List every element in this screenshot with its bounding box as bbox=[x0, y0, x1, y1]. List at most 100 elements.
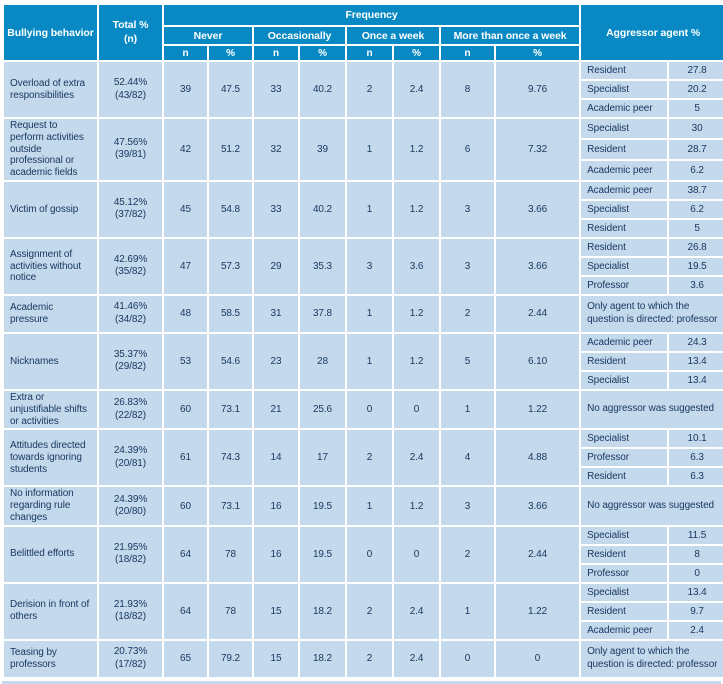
agent-name-cell: Academic peer bbox=[579, 619, 670, 641]
agent-value-cell: 6.2 bbox=[667, 158, 723, 182]
agent-value-cell: 6.2 bbox=[667, 198, 723, 220]
more-week-pct-cell: 1.22 bbox=[493, 388, 582, 431]
never-n-cell: 64 bbox=[162, 581, 209, 641]
agent-value-cell: 27.8 bbox=[667, 60, 723, 81]
once-week-n-cell: 1 bbox=[345, 485, 394, 527]
col-header-once-a-week: Once a week bbox=[345, 25, 441, 46]
more-week-pct-cell: 9.76 bbox=[493, 60, 582, 119]
bullying-frequency-table: Bullying behavior Total % (n) Frequency … bbox=[2, 3, 723, 679]
never-n-cell: 65 bbox=[162, 638, 209, 679]
occasionally-n-cell: 16 bbox=[252, 485, 300, 527]
occasionally-pct-cell: 37.8 bbox=[298, 293, 347, 334]
once-week-n-cell: 0 bbox=[345, 388, 394, 431]
occasionally-pct-cell: 40.2 bbox=[298, 60, 347, 119]
behavior-cell: Derision in front of others bbox=[2, 581, 99, 641]
aggressor-note-cell: Only agent to which the question is dire… bbox=[579, 638, 723, 679]
total-cell: 47.56% (39/81) bbox=[97, 117, 164, 182]
total-cell: 24.39% (20/80) bbox=[97, 485, 164, 527]
occasionally-n-cell: 29 bbox=[252, 236, 300, 296]
once-week-pct-cell: 1.2 bbox=[392, 179, 441, 239]
once-week-n-cell: 1 bbox=[345, 179, 394, 239]
agent-name-cell: Resident bbox=[579, 543, 670, 565]
aggressor-note-cell: Only agent to which the question is dire… bbox=[579, 293, 723, 334]
total-cell: 41.46% (34/82) bbox=[97, 293, 164, 334]
occasionally-pct-cell: 25.6 bbox=[298, 388, 347, 431]
total-cell: 26.83% (22/82) bbox=[97, 388, 164, 431]
more-week-n-cell: 8 bbox=[439, 60, 496, 119]
occasionally-n-cell: 14 bbox=[252, 428, 300, 488]
col-header-more-than-once-a-week: More than once a week bbox=[438, 25, 582, 46]
agent-value-cell: 13.4 bbox=[667, 581, 723, 603]
once-week-n-cell: 2 bbox=[345, 60, 394, 119]
more-week-pct-cell: 3.66 bbox=[493, 179, 582, 239]
behavior-cell: No information regarding rule changes bbox=[2, 485, 99, 527]
agent-value-cell: 5 bbox=[667, 98, 723, 119]
agent-name-cell: Specialist bbox=[579, 581, 670, 603]
agent-name-cell: Specialist bbox=[579, 524, 670, 546]
aggressor-note-cell: No aggressor was suggested bbox=[579, 388, 723, 431]
more-week-n-cell: 0 bbox=[439, 638, 496, 679]
never-n-cell: 64 bbox=[162, 524, 209, 584]
agent-name-cell: Academic peer bbox=[579, 179, 670, 201]
never-n-cell: 47 bbox=[162, 236, 209, 296]
occasionally-n-cell: 31 bbox=[252, 293, 300, 334]
once-week-n-cell: 2 bbox=[345, 581, 394, 641]
more-week-n-cell: 2 bbox=[439, 524, 496, 584]
behavior-cell: Overload of extra responsibilities bbox=[2, 60, 99, 119]
agent-value-cell: 30 bbox=[667, 117, 723, 140]
more-week-pct-cell: 6.10 bbox=[493, 331, 582, 391]
agent-name-cell: Resident bbox=[579, 217, 670, 239]
once-week-pct-cell: 0 bbox=[392, 388, 441, 431]
agent-value-cell: 6.3 bbox=[667, 466, 723, 488]
agent-name-cell: Resident bbox=[579, 600, 670, 622]
more-week-pct-cell: 2.44 bbox=[493, 524, 582, 584]
agent-name-cell: Academic peer bbox=[579, 331, 670, 353]
never-pct-cell: 47.5 bbox=[207, 60, 254, 119]
agent-name-cell: Resident bbox=[579, 350, 670, 372]
total-cell: 24.39% (20/81) bbox=[97, 428, 164, 488]
agent-value-cell: 24.3 bbox=[667, 331, 723, 353]
agent-name-cell: Resident bbox=[579, 236, 670, 258]
cropped-next-row-sliver bbox=[2, 680, 721, 684]
never-n-cell: 39 bbox=[162, 60, 209, 119]
never-pct-cell: 54.8 bbox=[207, 179, 254, 239]
agent-name-cell: Specialist bbox=[579, 428, 670, 450]
occasionally-n-cell: 33 bbox=[252, 60, 300, 119]
behavior-cell: Nicknames bbox=[2, 331, 99, 391]
more-week-pct-cell: 0 bbox=[493, 638, 582, 679]
agent-value-cell: 0 bbox=[667, 562, 723, 584]
occasionally-pct-cell: 18.2 bbox=[298, 638, 347, 679]
once-week-n-cell: 0 bbox=[345, 524, 394, 584]
col-header-occasionally-n: n bbox=[252, 44, 300, 62]
agent-value-cell: 28.7 bbox=[667, 137, 723, 161]
total-cell: 45.12% (37/82) bbox=[97, 179, 164, 239]
agent-value-cell: 13.4 bbox=[667, 369, 723, 391]
more-week-n-cell: 3 bbox=[439, 236, 496, 296]
agent-value-cell: 8 bbox=[667, 543, 723, 565]
agent-name-cell: Academic peer bbox=[579, 98, 670, 119]
occasionally-n-cell: 15 bbox=[252, 638, 300, 679]
more-week-n-cell: 3 bbox=[439, 179, 496, 239]
never-n-cell: 60 bbox=[162, 485, 209, 527]
behavior-cell: Victim of gossip bbox=[2, 179, 99, 239]
once-week-pct-cell: 3.6 bbox=[392, 236, 441, 296]
occasionally-pct-cell: 35.3 bbox=[298, 236, 347, 296]
col-header-occasionally: Occasionally bbox=[252, 25, 347, 46]
never-pct-cell: 78 bbox=[207, 581, 254, 641]
agent-value-cell: 38.7 bbox=[667, 179, 723, 201]
behavior-cell: Attitudes directed towards ignoring stud… bbox=[2, 428, 99, 488]
total-cell: 21.95% (18/82) bbox=[97, 524, 164, 584]
once-week-n-cell: 1 bbox=[345, 331, 394, 391]
behavior-cell: Academic pressure bbox=[2, 293, 99, 334]
occasionally-pct-cell: 40.2 bbox=[298, 179, 347, 239]
once-week-pct-cell: 1.2 bbox=[392, 331, 441, 391]
never-pct-cell: 57.3 bbox=[207, 236, 254, 296]
col-header-bullying-behavior: Bullying behavior bbox=[2, 3, 99, 62]
never-n-cell: 42 bbox=[162, 117, 209, 182]
never-pct-cell: 73.1 bbox=[207, 388, 254, 431]
more-week-n-cell: 5 bbox=[439, 331, 496, 391]
more-week-n-cell: 6 bbox=[439, 117, 496, 182]
once-week-n-cell: 2 bbox=[345, 638, 394, 679]
occasionally-n-cell: 23 bbox=[252, 331, 300, 391]
